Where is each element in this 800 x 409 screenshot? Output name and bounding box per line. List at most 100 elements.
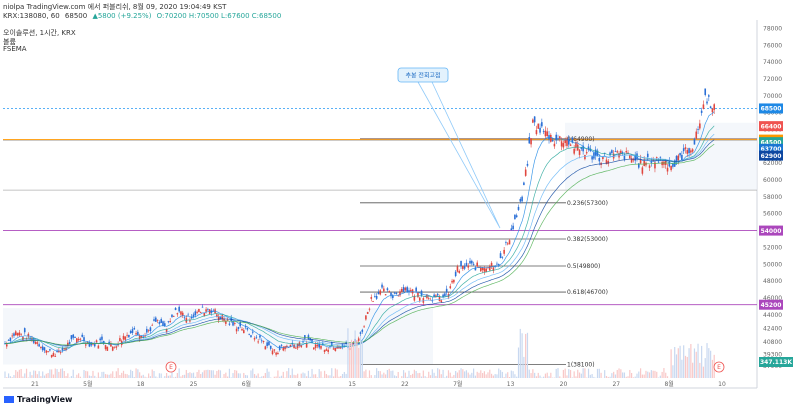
volume-bar	[262, 375, 265, 378]
candle-body	[133, 328, 136, 330]
volume-bar	[148, 373, 150, 378]
volume-bar	[187, 373, 189, 378]
volume-bar	[49, 369, 51, 378]
candle-body	[576, 144, 579, 151]
volume-bar	[370, 375, 372, 378]
candle-body	[377, 292, 380, 295]
candle-body	[345, 342, 347, 344]
candle-body	[404, 287, 407, 291]
volume-bar	[385, 374, 387, 378]
candle-body	[293, 344, 295, 349]
candle-body	[512, 225, 514, 230]
volume-bar	[528, 369, 530, 378]
volume-bar	[487, 372, 489, 378]
x-tick-label: 6월	[242, 380, 251, 388]
candle-body	[235, 328, 238, 332]
volume-bar	[451, 376, 453, 378]
candle-body	[284, 346, 286, 350]
candle-body	[246, 327, 249, 330]
volume-bar	[433, 372, 435, 378]
volume-bar	[266, 368, 268, 378]
candle-body	[313, 347, 315, 350]
candle-body	[456, 266, 459, 272]
volume-bar	[160, 373, 162, 378]
volume-bar	[643, 374, 645, 378]
volume-bar	[9, 376, 11, 378]
candle-body	[11, 335, 13, 337]
volume-bar	[589, 374, 591, 378]
volume-bar	[453, 375, 455, 378]
candle-body	[181, 312, 184, 316]
volume-bar	[259, 377, 261, 378]
candle-body	[625, 151, 628, 153]
volume-bar	[29, 371, 31, 378]
candle-body	[217, 315, 220, 321]
candle-body	[560, 141, 563, 147]
candle-body	[641, 167, 644, 174]
volume-bar	[20, 368, 22, 378]
candle-body	[282, 346, 285, 351]
candle-body	[524, 169, 527, 176]
x-tick-label: 5월	[83, 380, 92, 388]
candle-body	[18, 332, 21, 336]
candle-body	[708, 95, 710, 97]
candle-body	[616, 151, 619, 153]
volume-bar	[627, 376, 629, 378]
volume-bar	[289, 375, 292, 378]
volume-bar	[225, 372, 227, 378]
candle-body	[242, 330, 245, 334]
volume-bar	[641, 374, 643, 378]
candle-body	[646, 153, 649, 158]
candle-body	[406, 287, 408, 292]
volume-bar	[379, 371, 381, 378]
volume-bar	[656, 371, 658, 378]
x-tick-label: 15	[348, 381, 356, 388]
volume-bar	[234, 369, 236, 378]
volume-bar	[663, 368, 665, 378]
candle-body	[637, 163, 640, 168]
candle-body	[621, 152, 624, 153]
volume-bar	[525, 333, 527, 378]
candle-body	[375, 296, 378, 299]
volume-bar	[171, 370, 173, 378]
candle-body	[546, 131, 549, 137]
volume-bar	[121, 372, 123, 378]
volume-bar	[410, 374, 412, 378]
volume-bar	[519, 328, 521, 378]
volume-bar	[270, 377, 272, 378]
candle-body	[472, 263, 475, 265]
candle-body	[567, 138, 570, 145]
level-price-tag: 68500	[761, 106, 782, 113]
candle-body	[706, 101, 708, 104]
volume-bar	[13, 375, 15, 378]
volume-bar	[577, 369, 579, 378]
candle-body	[305, 343, 308, 348]
candle-body	[409, 290, 412, 292]
volume-bar	[395, 376, 398, 378]
candle-body	[496, 263, 498, 265]
volume-bar	[297, 373, 299, 378]
candle-body	[620, 150, 622, 154]
candle-body	[372, 301, 374, 303]
candle-body	[630, 158, 633, 163]
candle-body	[295, 347, 297, 349]
candle-body	[462, 265, 464, 269]
volume-bar	[501, 371, 503, 378]
candle-body	[523, 182, 525, 186]
volume-bar	[666, 376, 669, 378]
volume-bar	[701, 345, 703, 378]
tradingview-brand[interactable]: TradingView	[4, 395, 72, 404]
candle-body	[361, 329, 364, 332]
earnings-marker-icon	[165, 361, 177, 373]
candle-body	[250, 335, 252, 338]
candle-body	[544, 130, 547, 137]
candle-body	[212, 310, 215, 312]
candle-body	[418, 297, 421, 301]
volume-bar	[216, 370, 218, 378]
volume-bar	[591, 374, 593, 378]
volume-bar	[618, 368, 620, 378]
volume-bar	[275, 376, 277, 378]
volume-bar	[194, 376, 196, 378]
volume-bar	[101, 371, 103, 378]
